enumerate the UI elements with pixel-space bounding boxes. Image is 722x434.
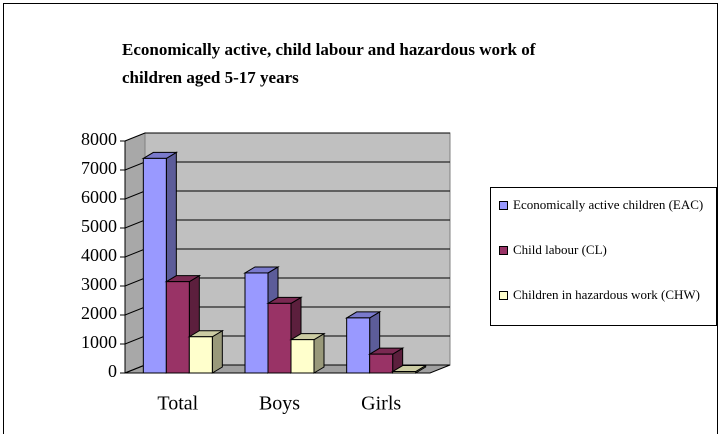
legend-swatch [499, 246, 508, 255]
legend-entry: Economically active children (EAC) [499, 196, 714, 214]
bar [188, 336, 213, 374]
y-tick-label: 6000 [81, 187, 117, 207]
legend-label: Economically active children (EAC) [513, 197, 704, 212]
legend-entry: Child labour (CL) [499, 241, 714, 259]
y-tick-label: 4000 [81, 245, 117, 265]
legend-swatch [499, 291, 508, 300]
y-tick-label: 8000 [81, 129, 117, 149]
bar [346, 317, 371, 374]
x-tick-label: Total [157, 393, 198, 415]
bar [267, 302, 292, 374]
x-tick-label: Girls [361, 393, 401, 415]
chart-title: Economically active, child labour and ha… [122, 40, 536, 87]
bar [369, 353, 394, 374]
bar [290, 339, 315, 374]
legend-label: Child labour (CL) [513, 242, 607, 257]
bar [392, 371, 417, 374]
y-tick-label: 3000 [81, 274, 117, 294]
bar-side [313, 332, 325, 374]
legend-entry: Children in hazardous work (CHW) [499, 286, 714, 304]
y-tick-label: 5000 [81, 216, 117, 236]
bar [142, 157, 167, 374]
bar-side [211, 329, 223, 374]
x-tick-label: Boys [259, 393, 300, 415]
y-tick-label: 7000 [81, 158, 117, 178]
chart-border [3, 3, 718, 434]
grid-line [124, 132, 450, 142]
y-tick-label: 0 [108, 361, 117, 381]
y-tick-label: 2000 [81, 303, 117, 323]
legend-swatch [499, 201, 508, 210]
bar [244, 272, 269, 374]
y-tick-label: 1000 [81, 332, 117, 352]
legend: Economically active children (EAC) Child … [490, 187, 717, 326]
legend-label: Children in hazardous work (CHW) [513, 287, 701, 302]
bar [165, 281, 190, 374]
